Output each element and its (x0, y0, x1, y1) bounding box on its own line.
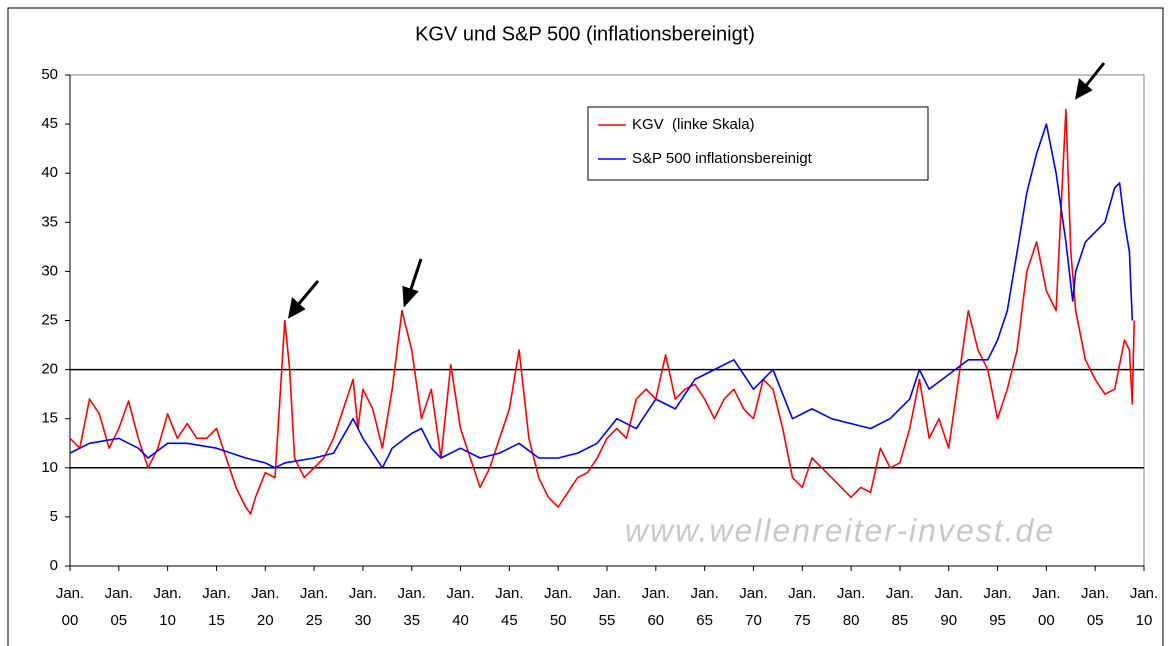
x-tick-label: Jan. 40 (446, 585, 475, 629)
x-tick-label: Jan. 50 (543, 585, 573, 629)
x-tick-label: Jan. 75 (788, 585, 817, 629)
arrow (1083, 62, 1106, 88)
legend-box (587, 106, 929, 181)
x-tick-label: Jan. 05 (1080, 585, 1110, 629)
y-tick-label: 45 (41, 115, 58, 132)
arrow-head (1074, 78, 1093, 100)
x-tick-label: Jan. 00 (1032, 585, 1061, 629)
x-tick-label: Jan. 30 (348, 585, 378, 629)
y-tick-label: 20 (41, 361, 58, 378)
y-tick-label: 0 (50, 557, 58, 574)
y-tick-label: 15 (41, 410, 58, 427)
y-tick-label: 25 (41, 311, 58, 328)
y-tick-label: 30 (41, 262, 58, 279)
x-tick-label: Jan. 15 (202, 585, 231, 629)
x-tick-label: Jan. 55 (592, 585, 622, 629)
y-tick-label: 35 (41, 213, 58, 230)
x-tick-label: Jan. 80 (836, 585, 866, 629)
x-tick-label: Jan. 20 (251, 585, 280, 629)
x-tick-label: Jan. 95 (983, 585, 1012, 629)
x-tick-label: Jan. 10 (1129, 585, 1159, 629)
chart-title: KGV und S&P 500 (inflationsbereinigt) (415, 23, 755, 45)
watermark: www.wellenreiter-invest.de (625, 512, 1055, 548)
arrows (287, 62, 1106, 319)
arrow-head (287, 297, 306, 319)
legend-label: KGV (linke Skala) (632, 116, 755, 133)
x-tick-label: Jan. 05 (104, 585, 133, 629)
arrow (295, 280, 320, 307)
y-tick-label: 40 (41, 164, 58, 181)
y-tick-label: 5 (50, 508, 58, 525)
x-tick-label: Jan. 85 (885, 585, 915, 629)
arrow-head (402, 285, 419, 308)
x-tick-label: Jan. 00 (55, 585, 85, 629)
x-tick-label: Jan. 90 (934, 585, 963, 629)
arrow (408, 258, 423, 293)
x-tick-label: Jan. 60 (641, 585, 670, 629)
series-line (69, 123, 1134, 469)
x-tick-label: Jan. 25 (299, 585, 329, 629)
x-tick-label: Jan. 70 (739, 585, 768, 629)
y-tick-label: 50 (41, 66, 58, 83)
x-tick-label: Jan. 45 (495, 585, 524, 629)
series-line (69, 108, 1135, 515)
legend-label: S&P 500 inflationsbereinigt (632, 150, 813, 167)
x-tick-label: Jan. 65 (690, 585, 719, 629)
x-tick-label: Jan. 35 (397, 585, 426, 629)
x-tick-label: Jan. 10 (153, 585, 182, 629)
y-tick-label: 10 (41, 459, 58, 476)
